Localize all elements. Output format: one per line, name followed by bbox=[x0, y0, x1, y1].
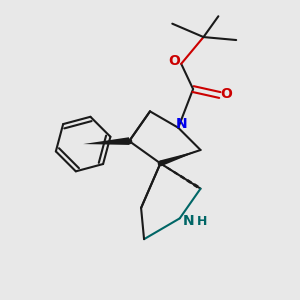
Polygon shape bbox=[160, 150, 200, 166]
Text: N: N bbox=[176, 117, 187, 131]
Text: H: H bbox=[197, 215, 207, 228]
Text: O: O bbox=[169, 54, 181, 68]
Text: N: N bbox=[183, 214, 194, 228]
Polygon shape bbox=[83, 137, 129, 145]
Text: O: O bbox=[220, 87, 232, 101]
